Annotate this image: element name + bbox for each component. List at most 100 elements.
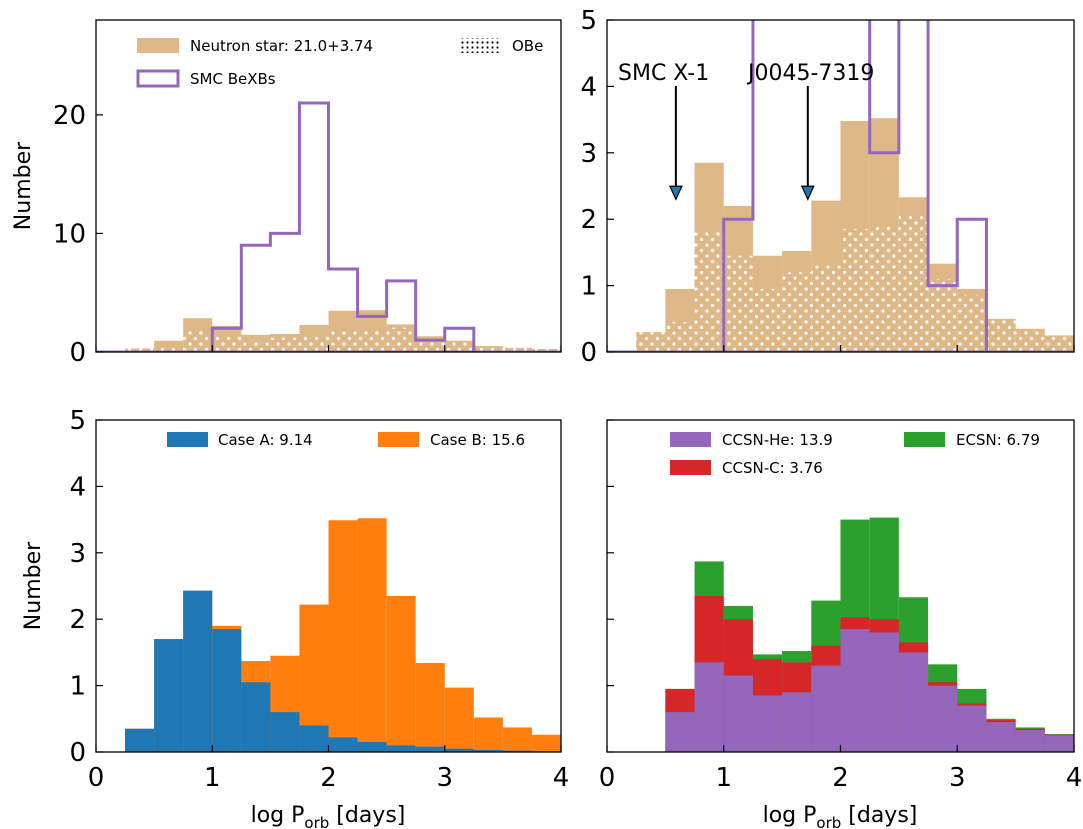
panel-top-right-ytick-label: 2 xyxy=(580,205,597,235)
panel-bottom-right-xlabel: log Porb [days] xyxy=(763,803,918,829)
obe-dotted-bar xyxy=(811,265,841,352)
annotation-arrow-head xyxy=(668,185,683,201)
panel-bottom-left-xtick-label: 2 xyxy=(320,763,337,793)
panel-bottom-right-ticks: 0 1 2 3 4 xyxy=(599,419,1083,793)
ccsn-he-bar xyxy=(1044,735,1074,752)
panel-top-left-ytick-label: 0 xyxy=(69,338,86,368)
panel-top-right-annotations: SMC X-1 J0045-7319 xyxy=(618,61,874,201)
legend-ccsn-c-swatch xyxy=(670,460,711,475)
legend-smc-bexb-swatch xyxy=(136,69,180,88)
ccsn-he-bar xyxy=(869,632,899,752)
neutron-star-bars-zoom xyxy=(636,118,1074,352)
case-a-bar xyxy=(386,745,416,752)
legend-ccsn-c-label: CCSN-C: 3.76 xyxy=(722,459,823,477)
case-a-bar xyxy=(183,590,213,752)
panel-bottom-left-ticks: 0 1 2 3 4 0 1 2 3 4 5 xyxy=(69,406,569,793)
panel-top-left-frame xyxy=(95,19,562,353)
obe-dotted-bar xyxy=(840,229,870,352)
case-a-bar xyxy=(502,750,532,752)
panel-top-right-ticks: 0 1 2 3 4 5 xyxy=(580,6,1075,368)
case-b-bar xyxy=(415,663,445,752)
panel-bottom-right-xtick-label: 2 xyxy=(832,763,849,793)
panel-bottom-left-ytick-label: 3 xyxy=(69,539,86,569)
panel-bottom-left-ytick-label: 1 xyxy=(69,672,86,702)
panel-top-right-ytick-label: 1 xyxy=(580,272,597,302)
panel-bottom-right-xtick-label: 3 xyxy=(949,763,966,793)
obe-dotted-bar xyxy=(444,341,474,352)
obe-dotted-bar xyxy=(270,337,300,352)
legend-smc-bexb-label: SMC BeXBs xyxy=(190,70,276,88)
legend-case-b-label: Case B: 15.6 xyxy=(430,431,525,449)
sn-type-bars xyxy=(665,517,1074,752)
neutron-star-bars xyxy=(125,310,561,352)
case-a-bar xyxy=(444,748,474,752)
case-a-bar xyxy=(212,629,242,752)
obe-dotted-bar xyxy=(357,329,387,352)
obe-dotted-bar xyxy=(1015,328,1045,352)
panel-top-right-frame xyxy=(606,19,1075,353)
legend-case-a-swatch xyxy=(167,432,208,447)
legend-obe-swatch xyxy=(460,38,500,53)
ccsn-he-bar xyxy=(1015,730,1045,752)
case-a-bar xyxy=(154,639,184,752)
obe-dotted-bar xyxy=(928,278,958,352)
ccsn-he-bar xyxy=(986,722,1016,752)
panel-bottom-left-xtick-label: 3 xyxy=(436,763,453,793)
panel-top-left-ylabel: Number xyxy=(11,141,36,230)
panel-top-left: 0 10 20 Number Neutron star: 21.0+3.74 SMC… xyxy=(11,19,562,368)
panel-bottom-right-xtick-label: 0 xyxy=(599,763,616,793)
panel-top-right-ytick-label: 4 xyxy=(580,72,597,102)
smc-bexb-step xyxy=(607,20,1074,352)
panel-bottom-left-xtick-label: 4 xyxy=(553,763,570,793)
obe-dotted-bar xyxy=(212,334,242,352)
panel-top-left-legend: Neutron star: 21.0+3.74 SMC BeXBs OBe xyxy=(136,37,543,88)
panel-top-right-ytick-label: 0 xyxy=(580,338,597,368)
ccsn-he-bar xyxy=(752,695,783,752)
legend-neutron-star-label: Neutron star: 21.0+3.74 xyxy=(190,37,373,55)
obe-dotted-bar xyxy=(473,346,503,352)
panel-bottom-right-xtick-label: 4 xyxy=(1066,763,1083,793)
panel-bottom-left-xtick-label: 0 xyxy=(88,763,105,793)
obe-dotted-bar xyxy=(415,338,445,352)
obe-dotted-bar xyxy=(154,346,184,352)
ccsn-he-bar xyxy=(723,675,753,752)
case-b-bar xyxy=(531,734,561,752)
ccsn-he-bar xyxy=(665,712,695,752)
ccsn-he-bar xyxy=(928,685,958,752)
legend-obe-label: OBe xyxy=(512,37,543,55)
ccsn-he-bar xyxy=(840,629,870,752)
case-b-bar xyxy=(328,520,358,752)
obe-dotted-bar xyxy=(694,232,724,352)
panel-bottom-left-ytick-label: 5 xyxy=(69,406,86,436)
panel-bottom-left-xlabel: log Porb [days] xyxy=(251,803,406,829)
ccsn-he-bar xyxy=(898,652,929,752)
obe-dotted-bar xyxy=(957,295,987,352)
case-a-bar xyxy=(241,682,271,752)
panel-bottom-left: 0 1 2 3 4 0 1 2 3 4 5 Number log Porb [days] Case … xyxy=(21,406,569,829)
smc-bexb-step-line-zoom xyxy=(607,20,1074,352)
obe-dotted-bar xyxy=(752,288,783,352)
annotation-j0045-label: J0045-7319 xyxy=(746,61,874,86)
obe-dotted-bar xyxy=(386,327,416,352)
panel-bottom-right: 0 1 2 3 4 log Porb [days] CCSN-He: 13.9 CCSN… xyxy=(599,419,1083,829)
case-a-bar xyxy=(415,746,445,752)
case-b-bar xyxy=(444,687,474,752)
panel-bottom-left-ytick-label: 2 xyxy=(69,605,86,635)
obe-dotted-bar xyxy=(183,330,213,352)
case-b-bar xyxy=(357,518,387,752)
panel-bottom-left-legend: Case A: 9.14 Case B: 15.6 xyxy=(167,431,525,449)
panel-bottom-right-legend: CCSN-He: 13.9 CCSN-C: 3.76 ECSN: 6.79 xyxy=(670,431,1040,477)
case-b-bar xyxy=(386,595,416,752)
obe-dotted-bar xyxy=(986,318,1016,352)
case-b-bar xyxy=(502,727,532,752)
legend-case-b-swatch xyxy=(378,432,419,447)
panel-bottom-left-ytick-label: 4 xyxy=(69,472,86,502)
legend-ecsn-label: ECSN: 6.79 xyxy=(956,431,1040,449)
obe-dotted-bar xyxy=(869,225,899,352)
ccsn-he-bar xyxy=(957,705,987,752)
panel-bottom-left-xtick-label: 1 xyxy=(204,763,221,793)
case-bars xyxy=(125,518,561,752)
legend-ecsn-swatch xyxy=(904,432,945,447)
panel-top-right-ytick-label: 5 xyxy=(580,6,597,36)
